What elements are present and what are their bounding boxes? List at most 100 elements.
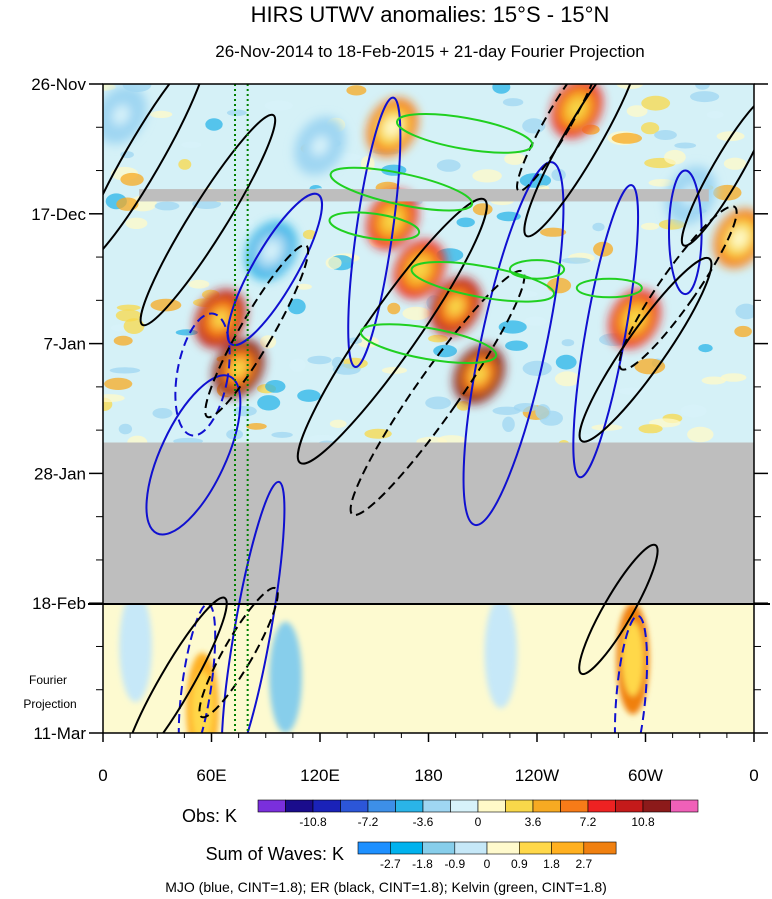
texture-cell — [648, 179, 675, 187]
positive-anomaly-mark — [446, 296, 465, 317]
footnote: MJO (blue, CINT=1.8); ER (black, CINT=1.… — [165, 879, 607, 895]
texture-cell — [257, 395, 281, 411]
texture-cell — [690, 91, 720, 103]
kelvin-contour — [508, 259, 566, 280]
y-tick-label: 11-Mar — [33, 724, 86, 743]
x-tick-label: 120W — [515, 766, 559, 785]
texture-cell — [264, 100, 293, 111]
texture-cell — [265, 380, 286, 393]
texture-cell — [634, 358, 666, 375]
texture-cell — [437, 435, 466, 445]
texture-cell — [152, 408, 173, 419]
colorbar-swatch — [670, 799, 699, 813]
mjo-contour — [462, 161, 565, 527]
colorbar-swatch — [560, 799, 589, 813]
texture-cell — [188, 279, 210, 289]
colorbar-swatch — [340, 799, 369, 813]
colorbar-swatch — [312, 799, 341, 813]
texture-cell — [402, 306, 430, 321]
texture-cell — [664, 149, 686, 165]
texture-cell — [687, 426, 714, 443]
texture-cell — [456, 217, 475, 228]
texture-cell — [723, 157, 747, 170]
texture-cell — [346, 85, 367, 96]
colorbar-label: Obs: K — [182, 806, 237, 826]
negative-anomaly-mark — [262, 240, 280, 261]
texture-cell — [513, 403, 538, 412]
colorbar-tick-label: -0.9 — [444, 857, 465, 871]
texture-cell — [592, 222, 605, 232]
mjo-contour — [613, 614, 649, 733]
negative-anomaly-mark — [311, 135, 329, 156]
colorbar-swatch — [454, 841, 488, 855]
colorbar-tick-label: -10.8 — [299, 815, 327, 829]
texture-cell — [125, 217, 148, 229]
kelvin-contour — [328, 211, 421, 241]
texture-cell — [546, 277, 572, 294]
colorbar-swatch — [422, 841, 456, 855]
texture-cell — [287, 298, 306, 315]
texture-cell — [695, 84, 710, 90]
texture-cell — [116, 304, 141, 311]
texture-cell — [631, 279, 662, 290]
wave-sum-negative-mark — [489, 615, 512, 690]
texture-cell — [104, 377, 133, 390]
kelvin-contour — [359, 323, 498, 364]
mjo-contour — [177, 602, 217, 733]
texture-cell — [425, 396, 451, 410]
kelvin-contour — [410, 261, 556, 303]
mjo-contour — [226, 192, 323, 347]
texture-cell — [271, 431, 293, 438]
colorbar-swatch — [532, 799, 561, 813]
wave-sum-positive-mark — [621, 621, 644, 697]
texture-cell — [522, 118, 546, 134]
colorbar-swatch — [395, 799, 424, 813]
plot-area — [103, 84, 754, 733]
texture-cell — [109, 367, 141, 374]
texture-cell — [698, 344, 713, 353]
texture-cell — [504, 152, 526, 165]
x-tick-label: 0 — [98, 766, 107, 785]
colorbar-swatch — [477, 799, 506, 813]
er-contour — [103, 84, 208, 267]
wave-sum-negative-mark — [274, 640, 297, 715]
texture-cell — [611, 132, 642, 144]
texture-cell — [674, 142, 697, 149]
texture-cell — [706, 110, 724, 119]
x-tick-label: 0 — [749, 766, 758, 785]
texture-cell — [502, 98, 524, 107]
texture-cell — [456, 401, 471, 411]
colorbar-swatch — [505, 799, 534, 813]
texture-cell — [428, 334, 448, 343]
texture-cell — [297, 389, 321, 402]
x-axis: 0 60E 120E 180 120W 60W 0 — [98, 733, 759, 785]
colorbar-swatch — [486, 841, 520, 855]
texture-cell — [561, 339, 575, 347]
texture-cell — [492, 406, 521, 415]
texture-cell — [472, 203, 493, 216]
colorbar-tick-label: 0.9 — [511, 857, 528, 871]
texture-cell — [154, 201, 180, 211]
missing-data-band — [103, 442, 754, 604]
colorbar-tick-label: -7.2 — [358, 815, 379, 829]
texture-cell — [308, 434, 338, 443]
texture-cell — [120, 172, 144, 186]
er-contour — [618, 205, 738, 371]
texture-cell — [576, 433, 607, 442]
texture-cell — [641, 95, 671, 111]
kelvin-contour — [329, 166, 474, 212]
texture-cell — [638, 424, 663, 434]
kelvin-contour — [395, 113, 534, 154]
texture-cell — [524, 316, 547, 326]
positive-anomaly-mark — [730, 228, 749, 249]
texture-cell — [498, 320, 527, 334]
mjo-contour — [174, 312, 231, 437]
texture-cell — [205, 118, 223, 131]
texture-cell — [492, 84, 511, 94]
texture-cell — [181, 141, 202, 148]
negative-anomaly-mark — [112, 104, 130, 125]
y-tick-label: 28-Jan — [34, 464, 86, 483]
texture-cell — [307, 355, 332, 365]
texture-cell — [701, 376, 726, 385]
